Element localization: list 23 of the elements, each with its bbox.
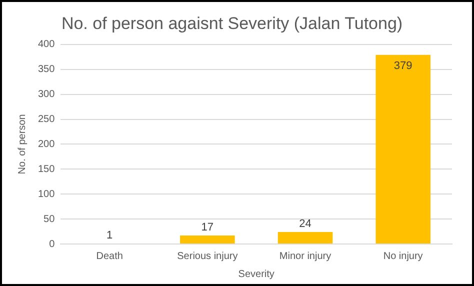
data-label: 24 (299, 218, 312, 230)
chart-title: No. of person agaisnt Severity (Jalan Tutong) (61, 14, 403, 33)
x-axis-title: Severity (238, 268, 274, 280)
y-tick-label: 100 (38, 188, 56, 200)
y-tick-label: 300 (38, 89, 56, 100)
y-tick-label: 150 (38, 164, 56, 175)
bar (180, 236, 235, 244)
y-tick-label: 200 (38, 138, 56, 150)
y-axis-title: No. of person (16, 114, 28, 174)
data-label: 17 (201, 222, 214, 234)
x-tick-label: No injury (383, 250, 423, 262)
x-tick-label: Death (96, 250, 123, 262)
y-tick-label: 250 (38, 114, 56, 125)
y-tick-label: 0 (49, 238, 56, 250)
bar (278, 232, 333, 244)
bar (376, 54, 430, 244)
y-tick-label: 400 (38, 39, 56, 50)
x-tick-label: Minor injury (279, 250, 332, 262)
x-tick-label: Serious injury (177, 250, 238, 262)
y-tick-label: 50 (44, 214, 56, 225)
data-label: 1 (106, 230, 113, 242)
data-label: 379 (394, 60, 412, 72)
y-tick-label: 350 (38, 64, 56, 76)
